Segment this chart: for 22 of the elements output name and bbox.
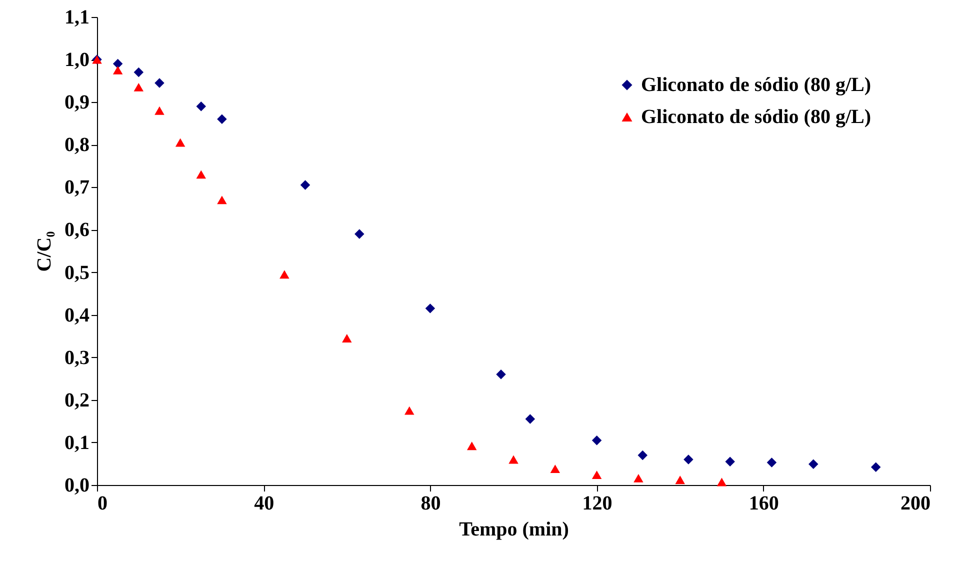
y-tick-label: 0,0	[64, 474, 90, 496]
y-tick-label: 0,8	[64, 134, 90, 156]
y-tick-label: 0,9	[64, 92, 90, 114]
y-tick-label: 0,4	[64, 304, 90, 326]
x-tick-label: 80	[420, 492, 441, 514]
x-axis-title: Tempo (min)	[459, 518, 569, 540]
x-tick-label: 200	[900, 492, 930, 514]
y-axis-title: C/C₀	[34, 231, 56, 272]
legend-label: Gliconato de sódio (80 g/L)	[641, 106, 872, 128]
y-tick-label: 0,1	[64, 432, 90, 454]
y-tick-label: 0,3	[64, 346, 90, 369]
y-tick-label: 1,1	[64, 6, 90, 28]
x-tick-label: 40	[254, 492, 274, 514]
y-tick-label: 0,7	[64, 176, 90, 199]
x-tick-label: 120	[582, 492, 612, 514]
y-tick-label: 0,6	[64, 219, 90, 242]
x-tick-label: 160	[748, 492, 779, 514]
y-tick-label: 1,0	[64, 49, 90, 72]
y-tick-label: 0,5	[64, 262, 90, 284]
legend-label: Gliconato de sódio (80 g/L)	[641, 74, 872, 96]
x-tick-label: 0	[98, 492, 108, 514]
y-tick-label: 0,2	[64, 389, 90, 412]
